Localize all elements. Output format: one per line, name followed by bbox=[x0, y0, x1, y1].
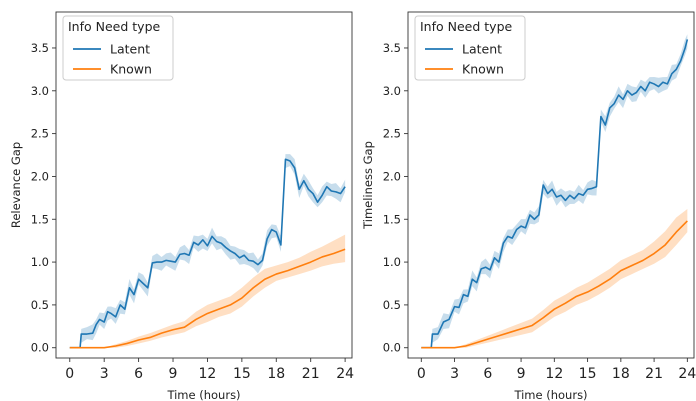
y-tick-label: 2.0 bbox=[31, 169, 49, 183]
x-tick-label: 3 bbox=[450, 366, 459, 382]
x-tick-label: 3 bbox=[100, 366, 109, 382]
y-tick-label: 2.5 bbox=[383, 127, 401, 141]
chart-panel-2: 0 3 6 9 12 15 18 21 24 0.0 0.5 1.0 1.5 2.0 2.5 3.0 3.5 Ti… bbox=[361, 11, 696, 401]
y-axis-label: Relevance Gap bbox=[9, 142, 23, 228]
x-tick-label: 9 bbox=[517, 366, 526, 382]
legend: Info Need type Latent Known bbox=[62, 15, 174, 81]
legend-box bbox=[62, 15, 174, 81]
series-known-line bbox=[69, 248, 346, 349]
legend-title: Info Need type bbox=[420, 19, 513, 34]
plot-area bbox=[69, 154, 346, 349]
y-tick-label: 0.0 bbox=[31, 341, 49, 355]
y-tick-label: 1.0 bbox=[31, 255, 49, 269]
y-tick-label: 1.5 bbox=[31, 212, 49, 226]
series-latent-line bbox=[421, 39, 689, 349]
series-known-line bbox=[421, 220, 688, 349]
x-tick-label: 6 bbox=[134, 366, 143, 382]
y-tick-label: 2.0 bbox=[383, 169, 401, 183]
x-tick-label: 18 bbox=[267, 366, 285, 382]
x-tick-label: 6 bbox=[483, 366, 492, 382]
x-tick-label: 12 bbox=[199, 366, 217, 382]
x-tick-label: 24 bbox=[336, 366, 354, 382]
y-tick-label: 3.5 bbox=[31, 41, 49, 55]
axes-frame bbox=[407, 11, 695, 359]
chart-panel-1: 0 3 6 9 12 15 18 21 24 0.0 0.5 1.0 1.5 2.0 2.5 3.0 3.5 Ti… bbox=[9, 11, 354, 401]
plot-area bbox=[421, 34, 689, 349]
y-tick-label: 3.5 bbox=[383, 41, 401, 55]
series-latent-band bbox=[69, 154, 346, 348]
x-tick-label: 0 bbox=[65, 366, 74, 382]
x-axis-label: Time (hours) bbox=[166, 388, 240, 401]
legend-title: Info Need type bbox=[68, 19, 161, 34]
y-tick-label: 3.0 bbox=[383, 84, 401, 98]
y-tick-label: 0.5 bbox=[383, 298, 401, 312]
x-axis-label: Time (hours) bbox=[513, 388, 587, 401]
x-tick-label: 18 bbox=[612, 366, 630, 382]
legend: Info Need type Latent Known bbox=[414, 15, 526, 81]
x-tick-label: 21 bbox=[645, 366, 663, 382]
axes-frame bbox=[55, 11, 353, 359]
x-tick-label: 9 bbox=[169, 366, 178, 382]
legend-label-known: Known bbox=[462, 62, 504, 77]
y-tick-label: 0.0 bbox=[383, 341, 401, 355]
x-tick-label: 12 bbox=[545, 366, 563, 382]
x-tick-label: 15 bbox=[233, 366, 251, 382]
series-known-band bbox=[421, 208, 688, 348]
legend-box bbox=[414, 15, 526, 81]
legend-label-latent: Latent bbox=[110, 42, 150, 57]
series-latent-line bbox=[69, 158, 346, 349]
series-known-band bbox=[69, 234, 346, 348]
x-tick-label: 15 bbox=[579, 366, 597, 382]
y-tick-label: 2.5 bbox=[31, 127, 49, 141]
y-tick-label: 3.0 bbox=[31, 84, 49, 98]
x-tick-label: 0 bbox=[417, 366, 426, 382]
x-tick-label: 21 bbox=[302, 366, 320, 382]
legend-label-latent: Latent bbox=[462, 42, 502, 57]
y-tick-label: 0.5 bbox=[31, 298, 49, 312]
y-tick-label: 1.5 bbox=[383, 212, 401, 226]
y-axis-label: Timeliness Gap bbox=[361, 141, 375, 230]
legend-label-known: Known bbox=[110, 62, 152, 77]
x-tick-label: 24 bbox=[678, 366, 696, 382]
y-tick-label: 1.0 bbox=[383, 255, 401, 269]
